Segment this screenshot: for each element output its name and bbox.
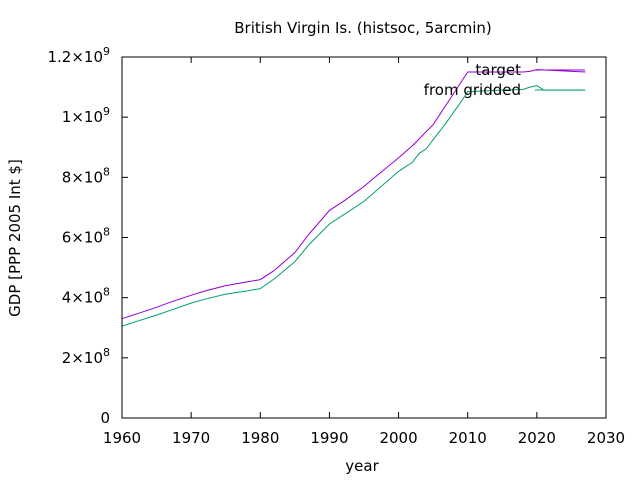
axis-ticks: 1960 1970 1980 1990 2000 2010 2020 2030 0 2×108 4×…	[47, 45, 625, 447]
x-axis-label: year	[345, 457, 379, 475]
y-tick-label: 4×108	[62, 286, 110, 307]
series-line	[121, 69, 586, 320]
series-layer	[121, 69, 586, 327]
x-tick-label: 2020	[518, 429, 556, 447]
series-line	[121, 85, 586, 327]
x-tick-label: 2000	[379, 429, 417, 447]
x-tick-label: 1980	[241, 429, 279, 447]
x-tick-label: 1970	[172, 429, 210, 447]
x-tick-label: 1990	[310, 429, 348, 447]
legend: target from gridded	[424, 61, 585, 99]
x-tick-label: 1960	[103, 429, 141, 447]
legend-label: from gridded	[424, 81, 521, 99]
x-tick-label: 2010	[449, 429, 487, 447]
y-tick-label: 1.2×109	[47, 45, 110, 66]
chart-title: British Virgin Is. (histsoc, 5arcmin)	[234, 19, 491, 37]
series-from-gridded	[121, 85, 586, 327]
plot-frame	[121, 56, 607, 419]
series-target	[121, 69, 586, 320]
y-tick-label: 2×108	[62, 346, 110, 367]
y-axis-label: GDP [PPP 2005 Int $]	[6, 159, 24, 317]
legend-label: target	[475, 61, 521, 79]
y-tick-label: 1×109	[62, 105, 110, 126]
x-tick-label: 2030	[587, 429, 625, 447]
y-tick-label: 6×108	[62, 226, 110, 247]
y-tick-label: 0	[100, 409, 110, 427]
y-tick-label: 8×108	[62, 165, 110, 186]
